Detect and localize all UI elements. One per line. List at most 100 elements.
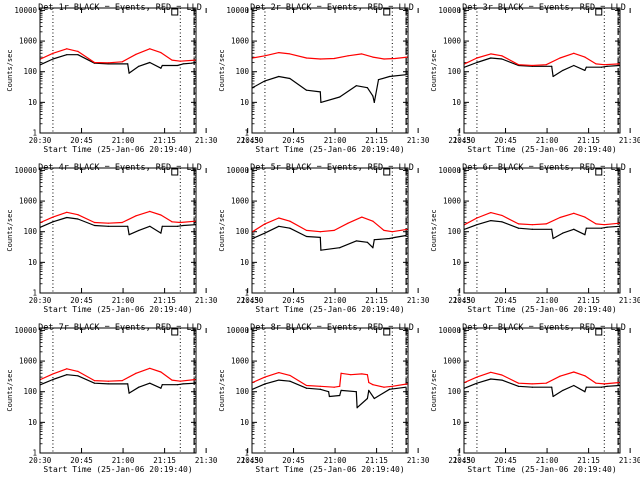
- y-tick-label: 1: [32, 449, 37, 458]
- series-lld-point: [289, 374, 291, 377]
- series-lld-line: [252, 51, 408, 60]
- plot-frame: [39, 327, 197, 454]
- series-lld-point: [476, 217, 478, 219]
- y-tick-label: 100: [23, 67, 37, 76]
- series-events-point: [501, 221, 503, 223]
- x-tick-label: 20:30: [29, 136, 52, 145]
- x-tick-label: 21:30: [619, 456, 640, 465]
- series-lld-point: [179, 60, 181, 62]
- panel-6: Det 6r BLACK = Events, RED = LLD11010010…: [430, 163, 640, 314]
- series-lld-point: [531, 64, 533, 67]
- x-tick-label: 21:30: [619, 136, 640, 145]
- panel-5: Det 5r BLACK = Events, RED = LLD11010010…: [218, 163, 471, 314]
- x-tick-label: 21:30: [407, 456, 430, 465]
- series-lld-point: [179, 380, 181, 382]
- y-tick-label: 10: [240, 258, 250, 267]
- series-events-point: [356, 407, 358, 409]
- series-events-point: [93, 224, 96, 227]
- series-events-point: [319, 236, 321, 239]
- x-tick-label: 20:45: [494, 456, 517, 465]
- series-events-point: [551, 65, 553, 67]
- series-lld-point: [347, 222, 349, 224]
- series-lld-point: [66, 368, 68, 370]
- series-events-point: [562, 232, 564, 234]
- series-events-line: [464, 378, 620, 398]
- series-events-point: [501, 58, 503, 60]
- series-lld-point: [171, 59, 173, 61]
- x-tick-label: 20:45: [282, 136, 305, 145]
- series-lld-point: [66, 211, 68, 213]
- y-tick-label: 100: [447, 227, 461, 236]
- series-events-point: [77, 375, 79, 377]
- series-events-point: [405, 74, 407, 76]
- series-events-point: [600, 227, 603, 229]
- series-events-line: [464, 57, 620, 78]
- x-tick-label: 20:30: [29, 456, 52, 465]
- series-lld-point: [264, 55, 266, 57]
- square-marker: [171, 328, 179, 336]
- series-lld-point: [264, 376, 266, 378]
- series-events-point: [264, 80, 266, 82]
- series-lld-point: [135, 215, 137, 217]
- x-tick-label: 21:15: [153, 136, 176, 145]
- series-events-point: [584, 69, 586, 72]
- series-events-point: [264, 232, 266, 234]
- series-events-point: [149, 61, 151, 64]
- series-events-point: [128, 72, 130, 74]
- y-tick-label: 10: [28, 418, 38, 427]
- series-lld-point: [595, 223, 597, 225]
- y-axis-label: Counts/sec: [6, 49, 14, 91]
- series-lld-point: [394, 57, 396, 60]
- series-events-line: [252, 379, 407, 409]
- x-tick-label: 21:00: [112, 456, 135, 465]
- series-lld-point: [160, 371, 162, 373]
- y-tick-label: 100: [23, 227, 37, 236]
- y-tick-label: 10: [240, 98, 250, 107]
- series-lld-point: [584, 216, 586, 218]
- series-lld-point: [149, 48, 151, 50]
- series-lld-point: [361, 373, 363, 375]
- x-tick-label: 21:15: [577, 296, 600, 305]
- series-lld-point: [93, 380, 96, 382]
- series-lld-point: [476, 376, 478, 378]
- x-tick-label: 21:30: [195, 296, 218, 305]
- series-lld-point: [77, 370, 79, 373]
- series-lld-point: [149, 367, 151, 369]
- series-lld-point: [517, 223, 520, 225]
- series-events-point: [319, 388, 321, 390]
- x-tick-label: 21:45: [236, 456, 259, 465]
- series-events-point: [182, 63, 184, 65]
- x-axis-label: Start Time (25-Jan-06 20:19:40): [255, 305, 404, 314]
- series-lld-point: [501, 214, 503, 217]
- plot-area: [40, 8, 196, 133]
- series-events-point: [160, 387, 162, 389]
- y-tick-label: 10000: [438, 6, 461, 15]
- y-tick-label: 1: [456, 129, 461, 138]
- series-events-point: [128, 234, 130, 236]
- series-lld-point: [77, 214, 79, 216]
- plot-frame: [251, 7, 409, 134]
- series-events-point: [320, 101, 322, 103]
- x-tick-label: 21:45: [448, 456, 471, 465]
- panel-4: Det 4r BLACK = Events, RED = LLD11010010…: [6, 163, 259, 314]
- series-lld-point: [545, 223, 547, 225]
- series-events-point: [107, 383, 109, 385]
- x-axis-label: Start Time (25-Jan-06 20:19:40): [255, 465, 404, 474]
- y-tick-label: 10: [28, 258, 38, 267]
- plot-area: [464, 168, 620, 293]
- series-lld-point: [333, 57, 335, 60]
- series-events-point: [320, 249, 322, 251]
- series-events-point: [368, 389, 370, 392]
- series-events-line: [252, 74, 407, 104]
- y-tick-label: 1000: [443, 37, 462, 46]
- square-marker: [383, 328, 391, 336]
- series-events-point: [66, 216, 68, 219]
- series-lld-point: [573, 212, 575, 214]
- series-events-point: [176, 225, 179, 227]
- x-tick-label: 20:45: [282, 296, 305, 305]
- y-axis-label: Counts/sec: [430, 209, 438, 251]
- plot-area: [252, 8, 408, 133]
- series-events-point: [531, 228, 533, 230]
- series-events-point: [93, 382, 96, 384]
- series-lld-point: [107, 380, 109, 382]
